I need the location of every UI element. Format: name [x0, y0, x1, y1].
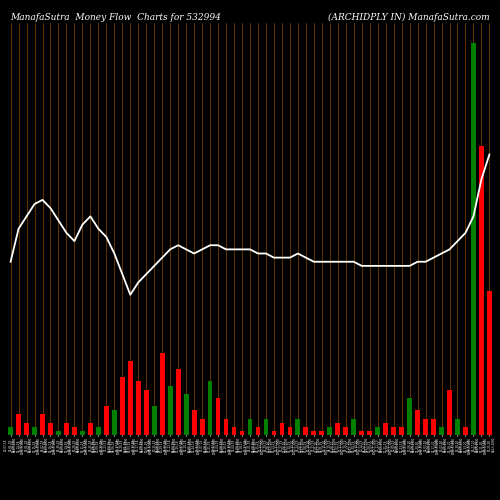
- Bar: [128, 361, 132, 435]
- Bar: [184, 394, 188, 435]
- Bar: [224, 418, 228, 435]
- Bar: [16, 414, 21, 435]
- Bar: [96, 427, 101, 435]
- Bar: [360, 431, 364, 435]
- Bar: [8, 427, 13, 435]
- Bar: [471, 43, 476, 435]
- Bar: [256, 427, 260, 435]
- Bar: [64, 422, 69, 435]
- Bar: [40, 414, 45, 435]
- Bar: [455, 418, 460, 435]
- Bar: [368, 431, 372, 435]
- Bar: [144, 390, 148, 435]
- Bar: [112, 410, 116, 435]
- Bar: [304, 427, 308, 435]
- Bar: [439, 427, 444, 435]
- Bar: [312, 431, 316, 435]
- Bar: [399, 427, 404, 435]
- Bar: [392, 427, 396, 435]
- Bar: [487, 290, 492, 435]
- Bar: [232, 427, 236, 435]
- Bar: [48, 422, 53, 435]
- Bar: [208, 382, 212, 435]
- Bar: [32, 427, 37, 435]
- Bar: [152, 406, 156, 435]
- Bar: [328, 427, 332, 435]
- Bar: [320, 431, 324, 435]
- Bar: [168, 386, 172, 435]
- Bar: [407, 398, 412, 435]
- Bar: [296, 418, 300, 435]
- Bar: [415, 410, 420, 435]
- Bar: [104, 406, 108, 435]
- Bar: [72, 427, 77, 435]
- Bar: [288, 427, 292, 435]
- Bar: [80, 431, 85, 435]
- Bar: [216, 398, 220, 435]
- Bar: [463, 427, 468, 435]
- Bar: [336, 422, 340, 435]
- Bar: [176, 369, 180, 435]
- Bar: [431, 418, 436, 435]
- Bar: [240, 431, 244, 435]
- Bar: [352, 418, 356, 435]
- Bar: [376, 427, 380, 435]
- Bar: [56, 431, 61, 435]
- Bar: [88, 422, 93, 435]
- Bar: [447, 390, 452, 435]
- Bar: [200, 418, 204, 435]
- Bar: [423, 418, 428, 435]
- Bar: [248, 418, 252, 435]
- Bar: [160, 352, 164, 435]
- Bar: [280, 422, 284, 435]
- Bar: [272, 431, 276, 435]
- Text: (ARCHIDPLY IN) ManafaSutra.com: (ARCHIDPLY IN) ManafaSutra.com: [328, 12, 490, 22]
- Bar: [479, 146, 484, 435]
- Bar: [264, 418, 268, 435]
- Bar: [344, 427, 348, 435]
- Text: ManafaSutra  Money Flow  Charts for 532994: ManafaSutra Money Flow Charts for 532994: [10, 12, 221, 22]
- Bar: [192, 410, 196, 435]
- Bar: [136, 382, 140, 435]
- Bar: [24, 422, 29, 435]
- Bar: [384, 422, 388, 435]
- Bar: [120, 377, 124, 435]
